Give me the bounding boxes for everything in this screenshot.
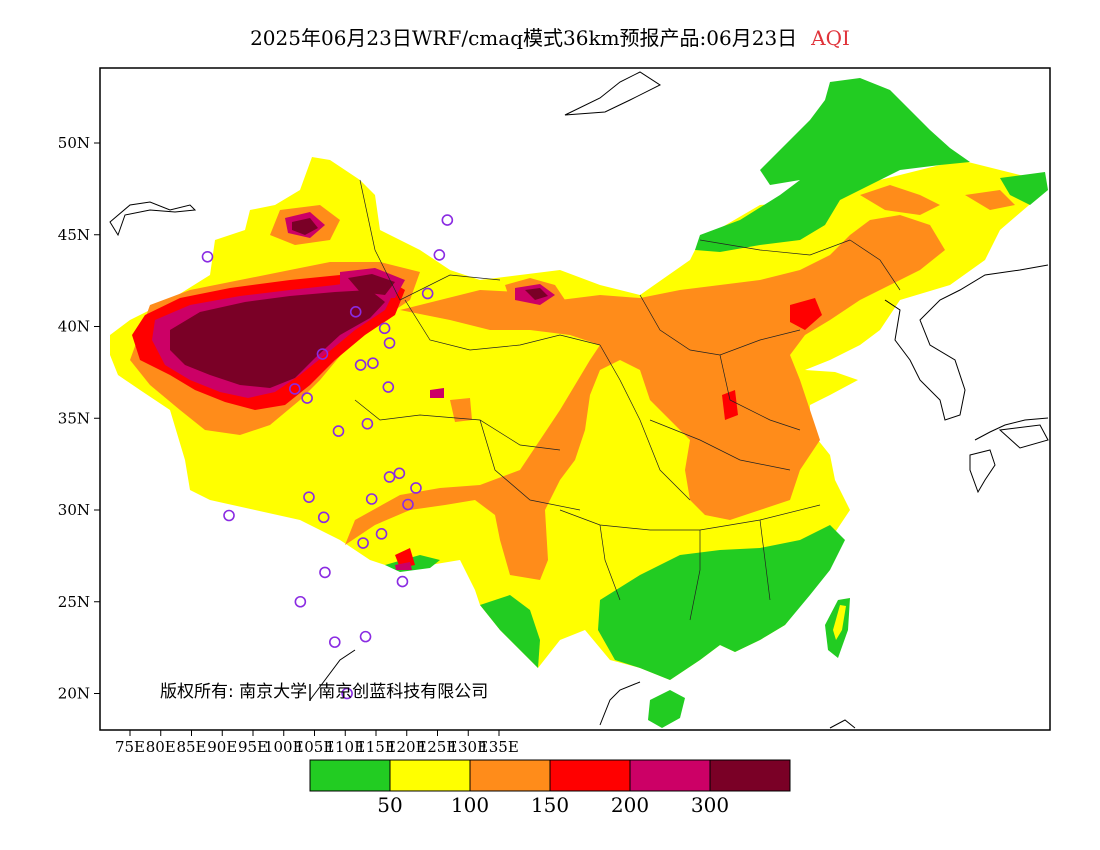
- lon-tick-label: 130E: [448, 738, 488, 756]
- station-marker: [301, 392, 313, 404]
- lon-tick-label: 95E: [238, 738, 268, 756]
- station-marker: [319, 566, 331, 579]
- lon-tick-label: 105E: [295, 738, 335, 756]
- station-marker: [223, 509, 235, 522]
- lon-tick-label: 120E: [387, 738, 427, 756]
- axis-ticks: 75E 80E 85E 90E 95E100E105E110E115E120E125E1…: [58, 134, 519, 756]
- title-main: 2025年06月23日WRF/cmaq模式36km预报产品:06月23日: [250, 26, 798, 50]
- lat-tick-label: 45N: [58, 226, 90, 244]
- station-marker: [383, 471, 396, 483]
- station-marker: [328, 636, 341, 648]
- coastlines: [109, 71, 1049, 729]
- lat-tick-label: 30N: [58, 501, 90, 519]
- station-marker: [289, 383, 301, 395]
- station-marker: [359, 630, 372, 643]
- station-marker: [382, 381, 395, 393]
- station-marker: [393, 467, 406, 480]
- lon-tick-label: 110E: [325, 738, 365, 756]
- station-marker: [332, 425, 345, 437]
- station-marker: [341, 687, 353, 700]
- colorbar-swatch: [629, 759, 711, 792]
- aqi-colorbar: 50 100 150 200 300: [309, 759, 791, 817]
- station-marker: [396, 575, 409, 588]
- station-marker: [365, 493, 378, 505]
- lon-tick-label: 80E: [146, 738, 176, 756]
- station-marker: [367, 357, 379, 370]
- lat-tick-label: 35N: [58, 409, 90, 427]
- lon-tick-label: 75E: [115, 738, 145, 756]
- lat-tick-label: 20N: [58, 685, 90, 703]
- map-frame: [99, 67, 1051, 731]
- station-marker: [294, 595, 307, 608]
- station-marker: [317, 511, 330, 524]
- station-marker: [402, 498, 414, 511]
- colorbar-swatch: [549, 759, 631, 792]
- colorbar-label: 200: [611, 793, 649, 817]
- station-marker: [361, 417, 374, 430]
- province-boundaries: [354, 179, 901, 621]
- colorbar-label: 300: [691, 793, 729, 817]
- colorbar-swatch: [309, 759, 391, 792]
- station-markers: [201, 214, 454, 700]
- station-marker: [349, 306, 362, 318]
- station-marker: [378, 322, 391, 335]
- station-marker: [410, 482, 422, 494]
- colorbar-label: 50: [377, 793, 402, 817]
- station-marker: [421, 287, 434, 300]
- lon-tick-label: 135E: [479, 738, 519, 756]
- title-variable: AQI: [811, 26, 850, 50]
- copyright-text: 版权所有: 南京大学| 南京创蓝科技有限公司: [160, 682, 488, 702]
- lon-tick-label: 90E: [207, 738, 237, 756]
- map-content: [109, 71, 1049, 729]
- colorbar-swatch: [389, 759, 471, 792]
- station-marker: [354, 359, 367, 371]
- colorbar-swatch: [709, 759, 791, 792]
- station-marker: [383, 337, 396, 349]
- map-title: 2025年06月23日WRF/cmaq模式36km预报产品:06月23日 AQI: [0, 22, 1100, 51]
- station-marker: [316, 348, 329, 360]
- station-marker: [303, 491, 315, 503]
- station-marker: [375, 528, 388, 540]
- lon-tick-label: 85E: [176, 738, 206, 756]
- colorbar-label: 150: [531, 793, 569, 817]
- lon-tick-label: 100E: [264, 738, 304, 756]
- station-marker: [441, 214, 454, 226]
- station-marker: [357, 537, 369, 549]
- station-marker: [201, 250, 214, 263]
- lat-tick-label: 40N: [58, 318, 90, 336]
- hainan-island: [648, 690, 685, 728]
- aqi-layer-green-northeast: [695, 78, 970, 252]
- aqi-layer-maroon: [170, 290, 385, 388]
- colorbar-swatch: [469, 759, 551, 792]
- lon-tick-label: 125E: [418, 738, 458, 756]
- station-marker: [433, 249, 446, 261]
- colorbar-label: 100: [451, 793, 489, 817]
- aqi-layer-green-south: [598, 525, 845, 680]
- lat-tick-label: 50N: [58, 134, 90, 152]
- lon-tick-label: 115E: [356, 738, 396, 756]
- lat-tick-label: 25N: [58, 593, 90, 611]
